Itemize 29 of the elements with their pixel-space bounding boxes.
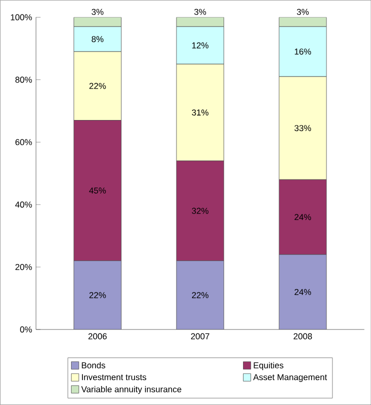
data-label: 22% [89, 82, 106, 89]
data-label: 32% [192, 208, 208, 214]
y-tick-label: 0% [20, 326, 32, 333]
data-label: 3% [92, 8, 104, 15]
data-label: 24% [294, 288, 311, 296]
y-tick-label: 40% [15, 202, 32, 208]
data-label: 24% [294, 214, 311, 220]
data-label: 3% [194, 8, 206, 15]
data-label: 3% [296, 8, 309, 15]
y-tick-label: 60% [15, 139, 32, 146]
legend-label: Bonds [82, 362, 106, 368]
y-tick-label: 80% [15, 76, 32, 83]
legend-label: Equities [254, 362, 284, 370]
data-label: 16% [294, 48, 311, 55]
data-label: 45% [89, 188, 106, 194]
legend-label: Variable annuity insurance [81, 386, 182, 394]
legend-label: Asset Management [253, 374, 327, 382]
x-tick-label: 2006 [88, 333, 107, 340]
data-label: 33% [294, 125, 311, 132]
y-tick-label: 100% [10, 14, 32, 20]
data-label: 31% [192, 109, 208, 116]
legend-label: Investment trusts [82, 374, 146, 380]
data-label: 22% [89, 292, 106, 298]
data-label: 12% [192, 42, 208, 48]
data-label: 8% [92, 36, 104, 42]
x-tick-label: 2007 [190, 333, 210, 340]
x-tick-label: 2008 [294, 333, 312, 340]
y-tick-label: 20% [15, 264, 32, 270]
data-label: 22% [192, 292, 208, 298]
